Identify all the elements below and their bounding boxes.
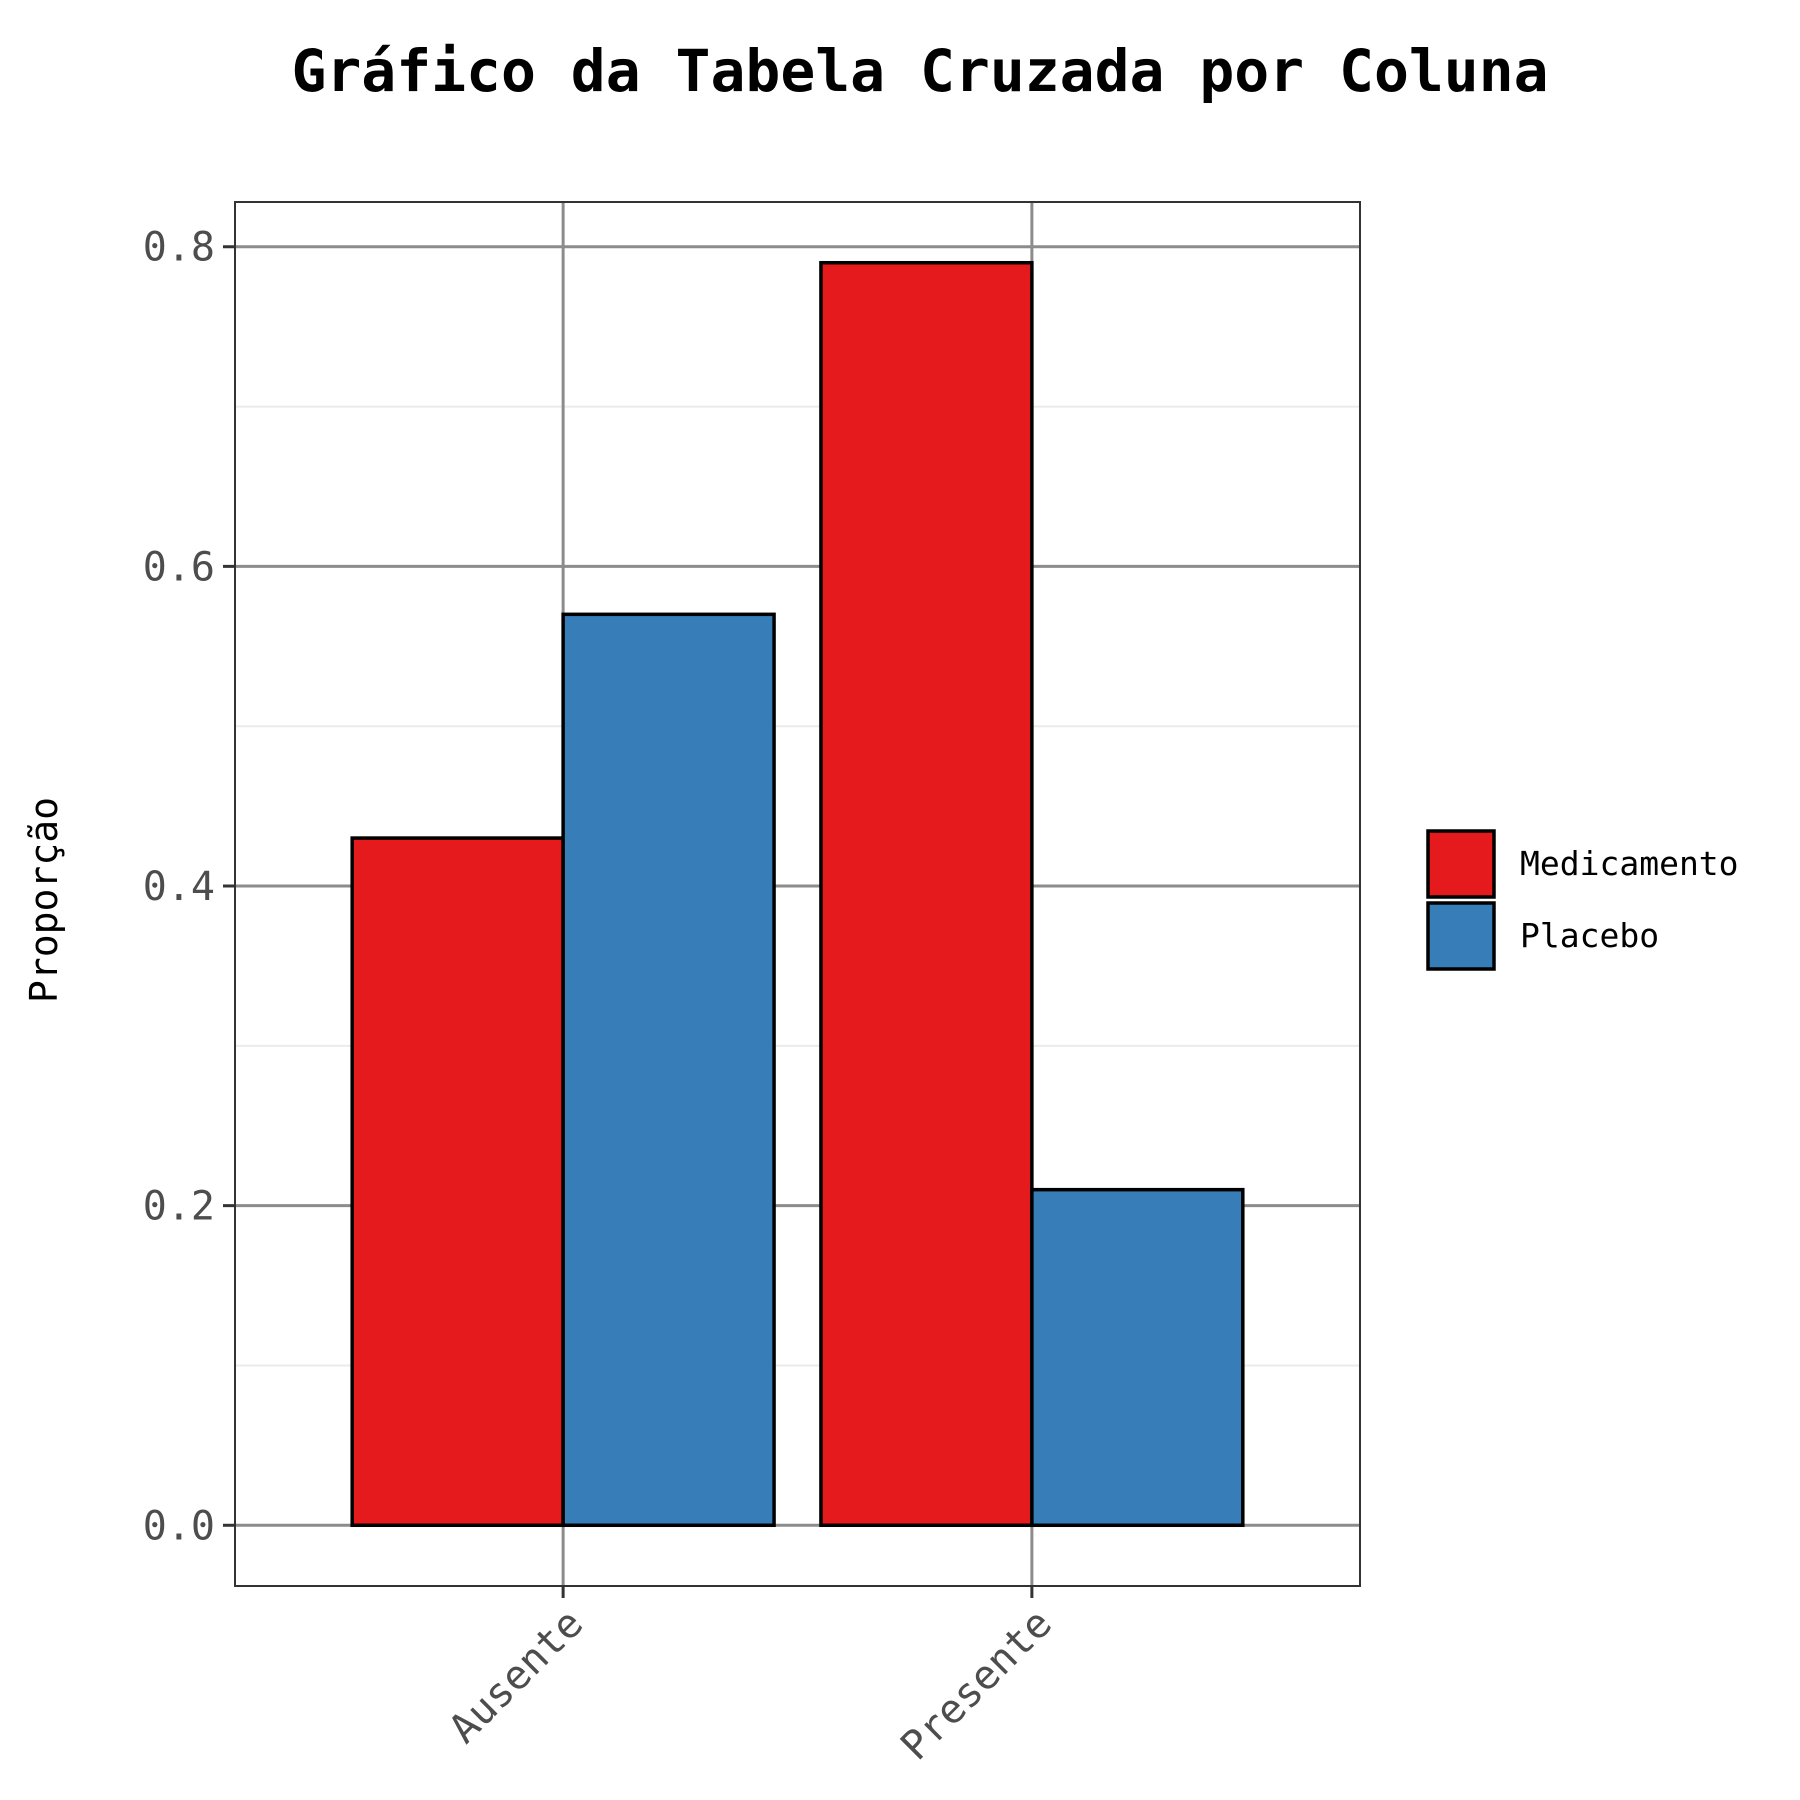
y-axis: 0.0 0.2 0.4 0.6 0.8: [143, 225, 235, 1549]
legend-key-medicamento: [1426, 829, 1496, 899]
y-axis-title: Proporção: [22, 797, 66, 1003]
legend-label-medicamento: Medicamento: [1520, 844, 1739, 883]
panel-border: [234, 201, 1361, 1587]
legend: Medicamento Placebo: [1426, 829, 1739, 971]
bar-placebo-presente: [1030, 1187, 1245, 1528]
bar-medicamento-presente: [819, 260, 1034, 1528]
legend-label-placebo: Placebo: [1520, 916, 1659, 955]
y-tick-label: 0.8: [143, 225, 215, 271]
y-tick-label: 0.2: [143, 1184, 215, 1230]
y-tick-label: 0.6: [143, 544, 215, 590]
legend-key-placebo: [1426, 901, 1496, 971]
bar-medicamento-ausente: [350, 836, 565, 1528]
bars: [350, 260, 1245, 1528]
y-tick-label: 0.0: [143, 1503, 215, 1549]
bar-placebo-ausente: [561, 612, 776, 1528]
y-tick-label: 0.4: [143, 864, 215, 910]
chart-title: Gráfico da Tabela Cruzada por Coluna: [291, 37, 1548, 105]
